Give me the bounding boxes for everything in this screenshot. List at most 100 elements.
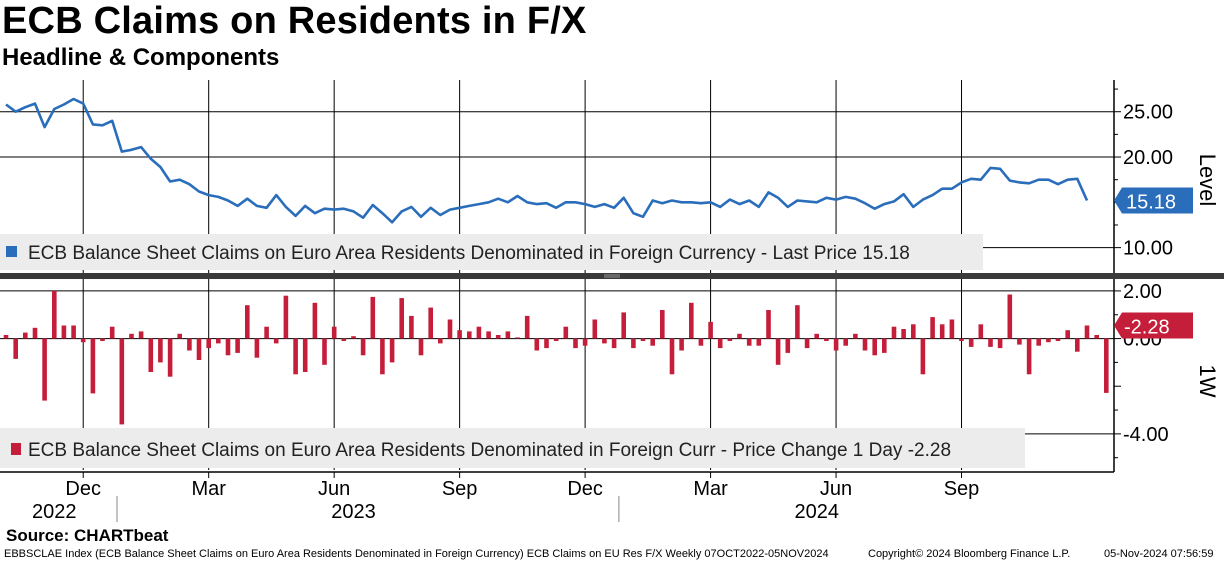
bar — [563, 326, 569, 339]
bar — [389, 338, 395, 363]
footer-index-info: EBBSCLAE Index (ECB Balance Sheet Claims… — [4, 548, 829, 560]
bar — [167, 338, 173, 377]
bar — [418, 338, 424, 356]
bar — [698, 338, 704, 346]
bar — [138, 331, 144, 339]
bar — [254, 338, 260, 358]
panel-separator — [0, 273, 1224, 279]
last-value-flag-bottom — [1114, 312, 1193, 339]
x-tick-label: Sep — [944, 478, 980, 500]
bar — [360, 338, 366, 356]
bar — [727, 338, 733, 341]
y-tick-label-bottom: -4.00 — [1123, 424, 1169, 446]
bar — [737, 333, 742, 339]
last-value-flag-top — [1114, 187, 1193, 214]
bar — [592, 319, 598, 339]
bar — [949, 319, 955, 339]
bar — [216, 338, 221, 344]
bar — [640, 338, 646, 341]
bar — [544, 338, 549, 349]
y-tick-label-top: 20.00 — [1123, 147, 1173, 169]
bar — [553, 338, 559, 341]
legend-box-top — [0, 234, 983, 270]
bar — [187, 338, 192, 351]
bar — [1017, 338, 1022, 345]
x-tick-label: Dec — [567, 478, 603, 500]
footer-timestamp: 05-Nov-2024 07:56:59 — [1104, 548, 1214, 560]
bar — [61, 325, 67, 339]
bar — [3, 335, 9, 339]
series-line — [5, 97, 1089, 224]
bar — [119, 338, 125, 425]
bar — [911, 324, 916, 339]
bar — [42, 338, 47, 401]
bar — [660, 310, 665, 339]
bar — [988, 338, 993, 347]
bar — [245, 305, 250, 339]
bar — [939, 324, 945, 339]
bar — [380, 338, 385, 375]
x-tick-label: Dec — [65, 478, 101, 500]
bar — [534, 338, 540, 351]
bar — [235, 338, 240, 353]
x-tick-label: Mar — [191, 478, 226, 500]
bar — [1065, 330, 1070, 339]
bar — [959, 338, 964, 341]
y-tick-label-top: 10.00 — [1123, 238, 1173, 260]
x-tick-label: Jun — [318, 478, 350, 500]
bar — [80, 338, 86, 343]
bar — [621, 312, 626, 339]
bar — [775, 338, 781, 365]
bar — [438, 338, 443, 344]
legend-text-bottom: ECB Balance Sheet Claims on Euro Area Re… — [28, 440, 951, 461]
bar — [1094, 335, 1099, 339]
bar — [689, 302, 694, 339]
bar — [351, 336, 356, 339]
bar — [109, 326, 115, 339]
bar — [524, 315, 530, 339]
bar — [708, 321, 713, 339]
bar — [650, 338, 655, 346]
last-value-label-top: 15.18 — [1126, 192, 1176, 214]
bar — [457, 330, 462, 339]
bar — [795, 305, 800, 339]
bar — [495, 335, 501, 339]
bar — [90, 338, 96, 394]
bar — [582, 338, 588, 346]
bar — [756, 338, 762, 346]
footer-copyright: Copyright© 2024 Bloomberg Finance L.P. — [868, 548, 1071, 560]
bar — [158, 338, 163, 363]
bar — [409, 315, 414, 339]
bar — [853, 333, 858, 339]
bar — [920, 338, 926, 375]
bar — [312, 302, 318, 339]
bar — [872, 338, 877, 356]
bar — [486, 331, 491, 339]
bar — [1055, 338, 1061, 341]
bar — [746, 338, 752, 346]
bar — [833, 338, 839, 351]
bar — [804, 338, 810, 349]
bar — [843, 338, 848, 346]
bar — [1026, 338, 1032, 375]
bar — [669, 338, 675, 375]
bar — [331, 326, 337, 339]
bar — [824, 338, 829, 341]
bar — [1084, 325, 1090, 339]
x-tick-label: Sep — [442, 478, 478, 500]
bar — [32, 327, 38, 339]
bar — [1104, 338, 1109, 393]
y-tick-label-bottom: 2.00 — [1123, 281, 1162, 303]
bar — [196, 338, 202, 360]
bar — [602, 338, 607, 344]
x-tick-label: Mar — [693, 478, 728, 500]
bar — [447, 319, 453, 339]
x-year-label: 2022 — [32, 501, 77, 523]
bar — [23, 332, 28, 339]
bar — [891, 326, 897, 339]
x-year-label: 2023 — [331, 501, 376, 523]
bar — [997, 338, 1003, 349]
bar — [293, 338, 298, 375]
chart-source: Source: CHARTbeat — [6, 526, 169, 545]
bar — [399, 298, 404, 339]
